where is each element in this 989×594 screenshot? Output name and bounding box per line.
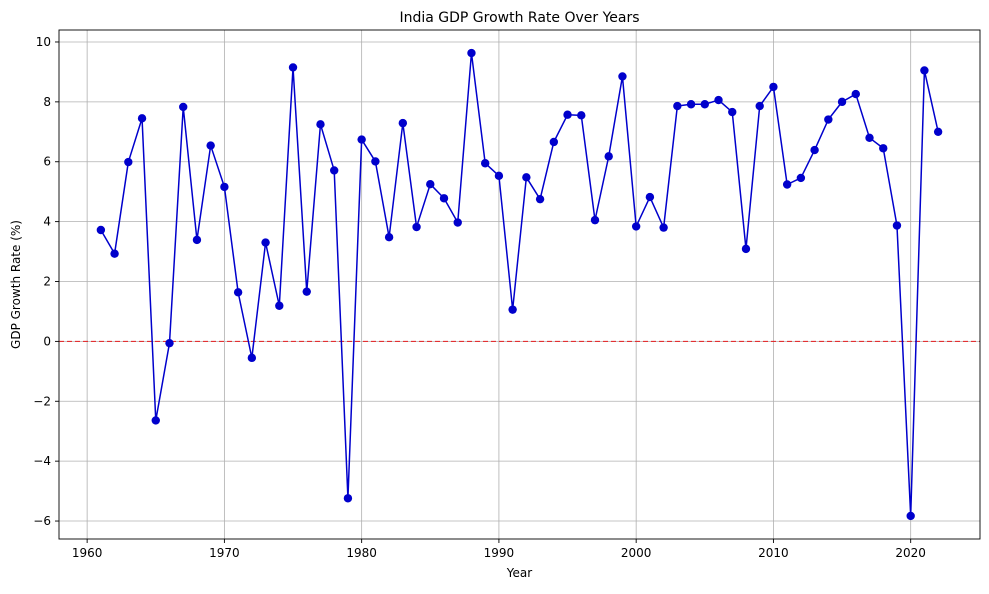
data-point: [659, 223, 668, 232]
series-line: [100, 52, 939, 517]
y-tick-label: 10: [36, 35, 51, 49]
x-tick-label: 2000: [621, 546, 652, 560]
data-point: [275, 301, 284, 310]
data-point: [714, 95, 723, 105]
x-axis-ticks: 1960 1970 1980 1990 2000 2010 2020: [72, 539, 926, 560]
data-point: [906, 511, 915, 521]
data-point: [933, 127, 943, 136]
data-point: [618, 72, 627, 81]
data-point: [384, 232, 394, 242]
y-tick-label: −2: [33, 394, 51, 408]
data-point: [755, 101, 764, 111]
data-point: [535, 194, 545, 204]
data-point: [728, 107, 737, 117]
data-point: [302, 287, 311, 296]
data-point: [892, 221, 902, 230]
data-point: [700, 100, 709, 109]
data-point: [137, 114, 147, 123]
data-point: [288, 63, 298, 72]
data-point: [851, 89, 860, 99]
data-point: [741, 244, 751, 254]
data-point: [261, 238, 270, 247]
data-point: [233, 288, 243, 297]
data-point: [412, 222, 421, 232]
data-point: [769, 82, 778, 92]
data-point: [494, 171, 504, 181]
data-point: [563, 110, 572, 119]
x-tick-label: 2010: [758, 546, 789, 560]
data-point: [371, 157, 380, 166]
x-tick-label: 1970: [209, 546, 240, 560]
data-point: [151, 416, 160, 425]
data-point: [330, 166, 339, 175]
grid: [59, 30, 980, 539]
data-point: [604, 152, 613, 161]
data-point: [179, 102, 188, 112]
data-point: [453, 218, 462, 227]
data-point: [796, 173, 806, 183]
data-point: [480, 159, 490, 168]
data-point: [110, 249, 119, 258]
data-point: [673, 101, 682, 111]
y-tick-label: 4: [43, 215, 51, 229]
data-point: [426, 179, 435, 189]
y-tick-label: 8: [43, 95, 51, 109]
data-point: [837, 97, 847, 107]
data-point: [124, 157, 133, 167]
data-point: [467, 48, 476, 58]
data-point: [192, 235, 202, 245]
plot-area-frame: [58, 29, 981, 540]
data-point: [357, 135, 366, 144]
data-point: [96, 225, 106, 235]
series-layer: [96, 48, 943, 521]
data-point: [920, 66, 929, 75]
data-point: [522, 173, 531, 182]
data-point: [810, 145, 819, 155]
y-axis-ticks: −6 −4 −2 0 2 4 6 8 10: [33, 35, 59, 528]
y-tick-label: −6: [33, 514, 51, 528]
data-point: [590, 215, 600, 225]
y-tick-label: −4: [33, 454, 51, 468]
x-tick-label: 1960: [72, 546, 103, 560]
data-point: [782, 180, 792, 189]
data-point: [508, 305, 517, 314]
y-tick-label: 6: [43, 155, 51, 169]
y-tick-label: 0: [43, 334, 51, 348]
data-point: [645, 192, 655, 202]
data-point: [398, 118, 408, 128]
data-point: [247, 353, 257, 363]
x-tick-label: 2020: [895, 546, 926, 560]
data-point: [165, 338, 174, 348]
data-point: [439, 194, 449, 203]
x-axis-title: Year: [506, 566, 532, 580]
chart-title: India GDP Growth Rate Over Years: [399, 10, 639, 26]
x-tick-label: 1980: [346, 546, 377, 560]
data-point: [206, 141, 215, 150]
data-point: [316, 120, 325, 129]
x-tick-label: 1990: [484, 546, 515, 560]
data-point: [631, 222, 641, 231]
data-point: [865, 133, 874, 142]
data-point: [879, 144, 888, 153]
data-point: [549, 137, 559, 147]
data-point: [686, 100, 696, 109]
y-tick-label: 2: [43, 275, 51, 289]
y-axis-title: GDP Growth Rate (%): [9, 220, 23, 349]
data-point: [220, 182, 229, 192]
data-point: [824, 115, 833, 124]
data-point: [577, 111, 586, 120]
data-point: [343, 494, 353, 503]
